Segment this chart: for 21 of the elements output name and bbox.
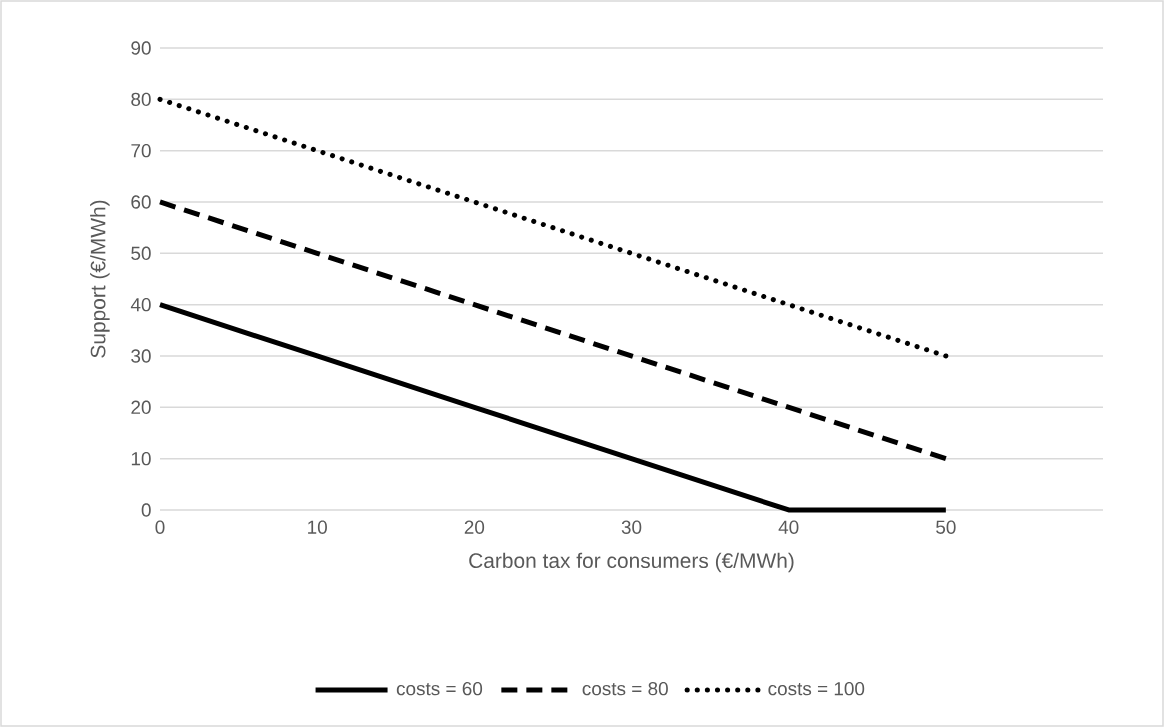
x-tick-label: 20 [464, 520, 485, 534]
y-tick-label: 50 [131, 246, 151, 261]
y-tick-label: 40 [130, 297, 151, 312]
legend-label: costs = 60 [396, 681, 483, 696]
x-axis-title: Carbon tax for consumers (€/MWh) [469, 552, 794, 573]
y-tick-label: 60 [131, 195, 151, 209]
x-tick-label: 0 [155, 520, 165, 534]
y-tick-label: 10 [131, 451, 151, 466]
y-tick-label: 80 [131, 92, 151, 107]
legend-label: costs = 100 [768, 681, 865, 696]
y-tick-label: 0 [141, 503, 151, 517]
y-tick-label: 90 [131, 41, 151, 55]
y-tick-label: 70 [131, 143, 151, 158]
y-tick-label: 20 [131, 400, 151, 415]
x-tick-label: 50 [936, 520, 956, 534]
x-tick-label: 40 [778, 520, 799, 534]
y-tick-label: 30 [131, 349, 151, 363]
x-tick-label: 30 [621, 520, 642, 534]
y-axis-title: Support (€/MWh) [90, 200, 110, 358]
legend-label: costs = 80 [582, 681, 668, 696]
x-tick-label: 10 [308, 520, 327, 534]
